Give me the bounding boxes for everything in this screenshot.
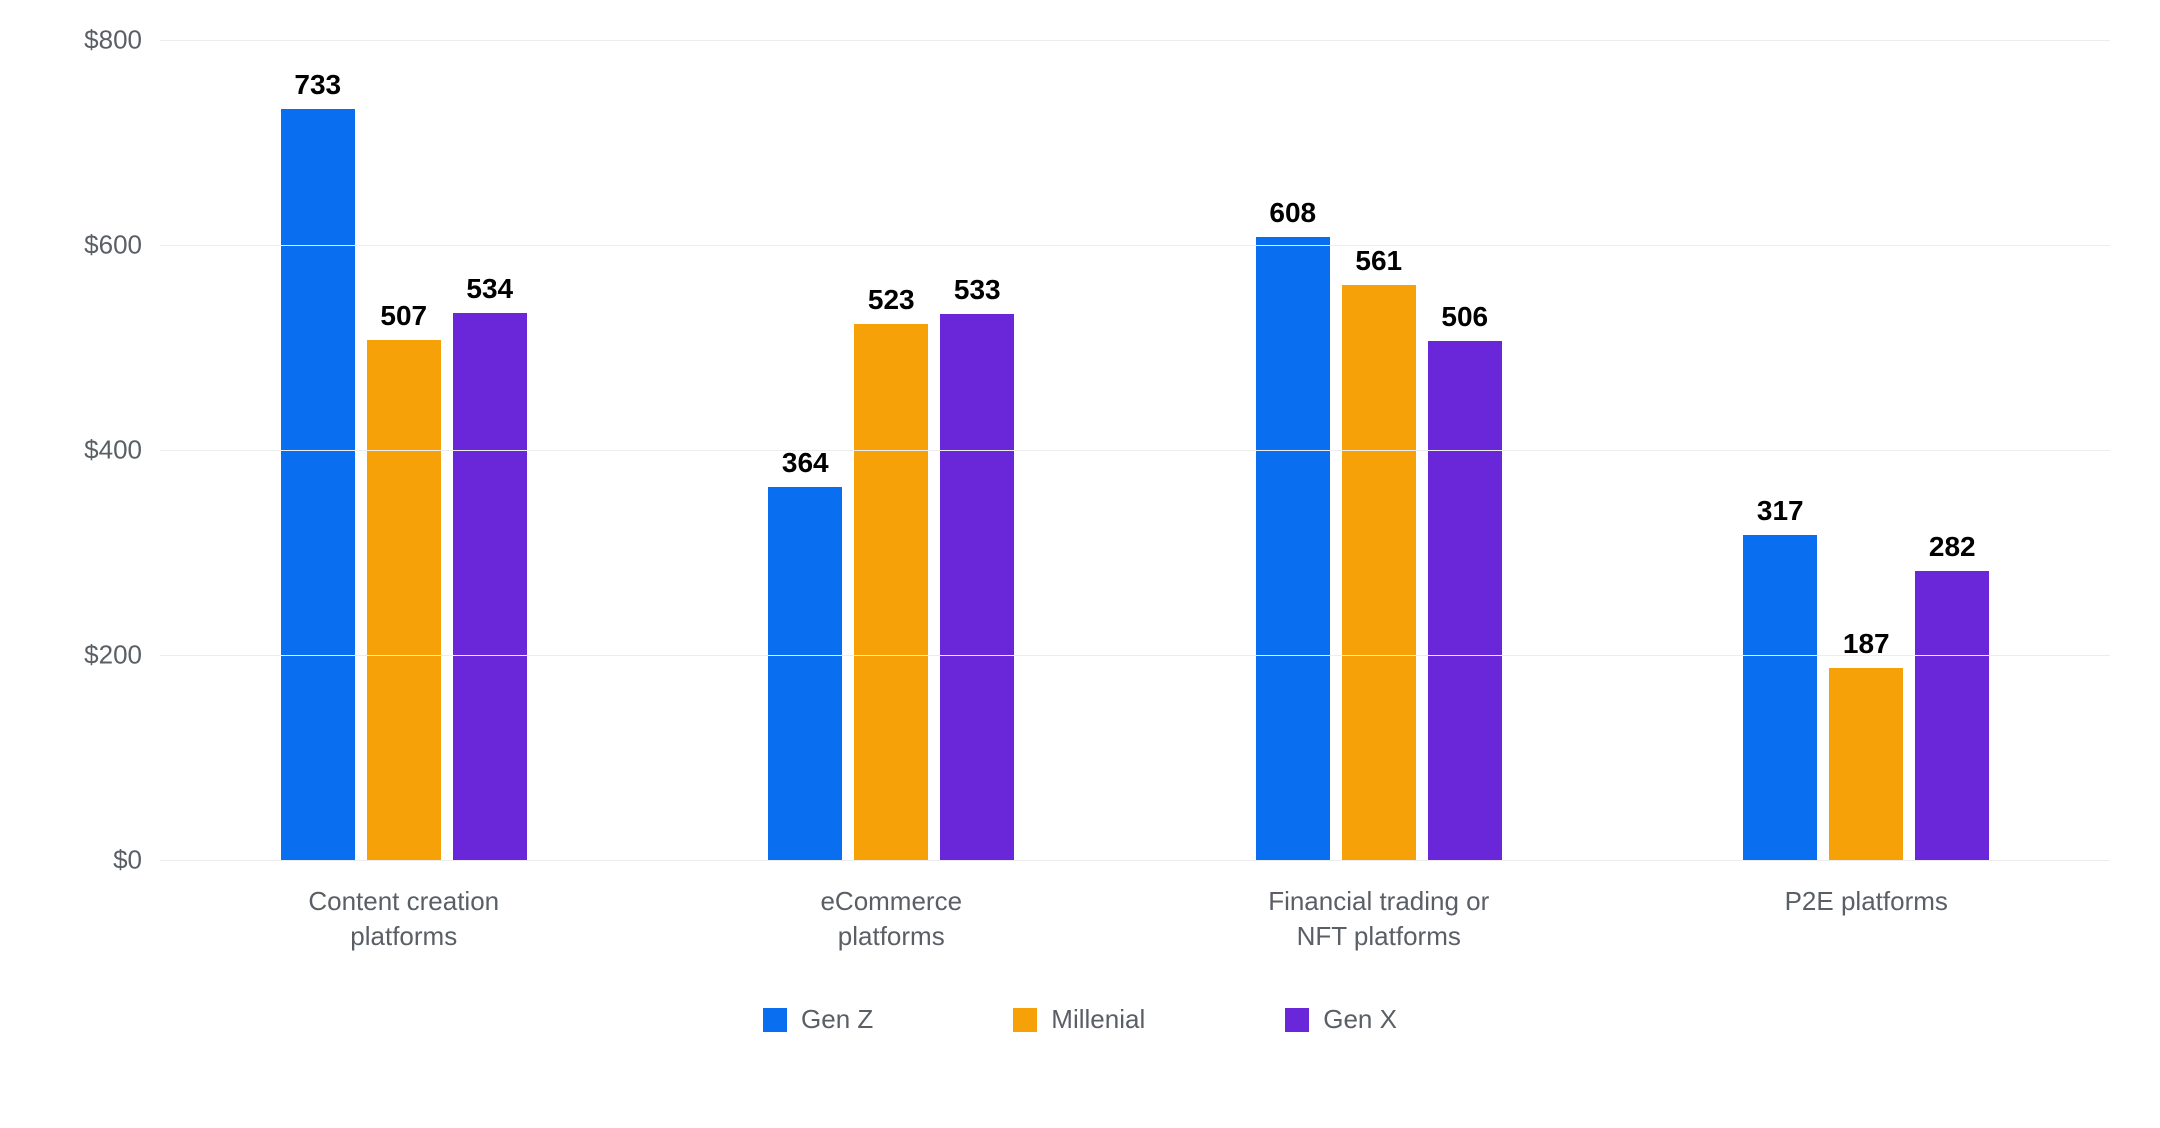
bar: 561 [1342,285,1416,860]
bar: 523 [854,324,928,860]
bar-value-label: 317 [1757,495,1804,527]
bar-value-label: 282 [1929,531,1976,563]
bar: 364 [768,487,842,860]
plot: $0$200$400$600$800 733507534364523533608… [50,40,2110,860]
y-tick-label: $600 [84,230,142,261]
legend-label: Gen Z [801,1004,873,1035]
x-category-label: eCommerceplatforms [751,884,1031,954]
legend-swatch [1285,1008,1309,1032]
bar-value-label: 533 [954,274,1001,306]
legend-label: Millenial [1051,1004,1145,1035]
y-axis: $0$200$400$600$800 [50,40,160,860]
x-category-label: Financial trading orNFT platforms [1239,884,1519,954]
bar-rect [1829,668,1903,860]
bar-value-label: 506 [1441,301,1488,333]
legend-item: Gen Z [763,1004,873,1035]
bar-value-label: 561 [1355,245,1402,277]
grid-line [160,245,2110,246]
y-tick-label: $800 [84,25,142,56]
bar-group: 317187282 [1743,535,1989,860]
plot-area: 733507534364523533608561506317187282 [160,40,2110,860]
x-axis: Content creationplatforms eCommerceplatfo… [160,860,2110,954]
bar-rect [453,313,527,860]
bar-group: 364523533 [768,314,1014,860]
bar-rect [854,324,928,860]
legend-label: Gen X [1323,1004,1397,1035]
bar: 187 [1829,668,1903,860]
grid-line [160,860,2110,861]
grid-line [160,40,2110,41]
bar-rect [1428,341,1502,860]
bar-rect [768,487,842,860]
y-tick-label: $0 [113,845,142,876]
bar: 282 [1915,571,1989,860]
grouped-bar-chart: $0$200$400$600$800 733507534364523533608… [50,40,2110,1035]
bar-group: 608561506 [1256,237,1502,860]
grid-line [160,655,2110,656]
y-tick-label: $200 [84,640,142,671]
bar-value-label: 364 [782,447,829,479]
x-category-label: P2E platforms [1726,884,2006,954]
legend-swatch [1013,1008,1037,1032]
bar: 733 [281,109,355,860]
bar: 608 [1256,237,1330,860]
legend-item: Gen X [1285,1004,1397,1035]
bar: 534 [453,313,527,860]
bar-value-label: 534 [466,273,513,305]
bar-rect [1342,285,1416,860]
grid-line [160,450,2110,451]
bar: 507 [367,340,441,860]
bar-rect [1743,535,1817,860]
legend-item: Millenial [1013,1004,1145,1035]
y-tick-label: $400 [84,435,142,466]
legend-swatch [763,1008,787,1032]
bar: 506 [1428,341,1502,860]
legend: Gen Z Millenial Gen X [50,1004,2110,1035]
bar-rect [1915,571,1989,860]
bar-rect [367,340,441,860]
bar: 317 [1743,535,1817,860]
bar-rect [940,314,1014,860]
bar-rect [281,109,355,860]
bar-value-label: 523 [868,284,915,316]
bar-value-label: 608 [1269,197,1316,229]
x-category-label: Content creationplatforms [264,884,544,954]
bar-value-label: 733 [294,69,341,101]
bar-group: 733507534 [281,109,527,860]
bar: 533 [940,314,1014,860]
bar-value-label: 507 [380,300,427,332]
bar-rect [1256,237,1330,860]
